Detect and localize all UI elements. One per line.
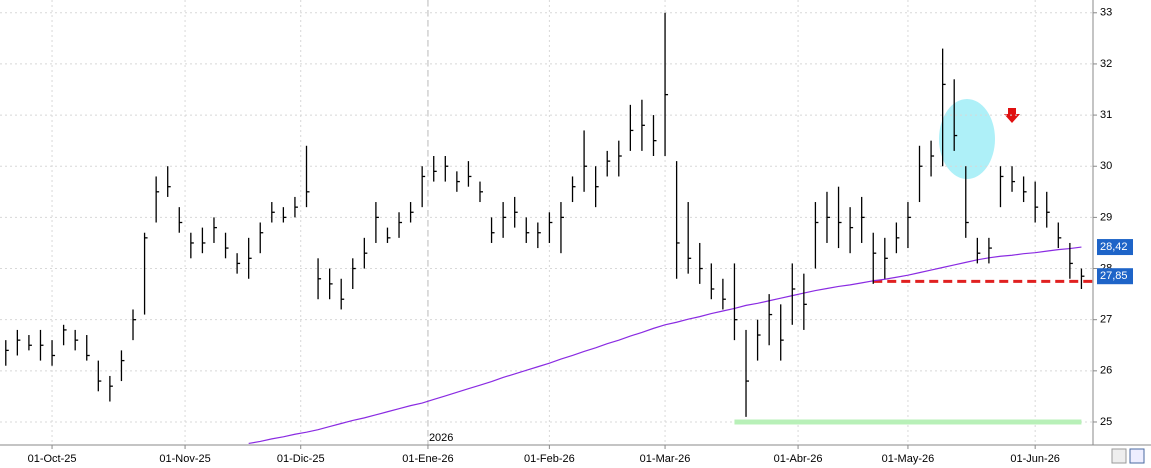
- price-label: 27,85: [1100, 270, 1128, 282]
- y-tick-label: 26: [1100, 365, 1112, 377]
- y-tick-label: 25: [1100, 416, 1112, 428]
- x-tick-label: 01-Feb-26: [524, 453, 575, 465]
- y-tick-label: 27: [1100, 314, 1112, 326]
- moving-average: [248, 246, 1082, 445]
- y-tick-label: 30: [1100, 160, 1112, 172]
- highlight-ellipse: [939, 99, 995, 179]
- x-tick-label: 01-Ene-26: [402, 453, 453, 465]
- y-tick-label: 33: [1100, 7, 1112, 19]
- price-label-box: [1097, 239, 1133, 256]
- x-tick-label: 01-Abr-26: [774, 453, 823, 465]
- y-tick-label: 29: [1100, 211, 1112, 223]
- y-tick-label: 32: [1100, 58, 1112, 70]
- price-label-box: [1097, 268, 1133, 285]
- x-tick-label: 01-Mar-26: [640, 453, 691, 465]
- x-tick-label: 01-Dic-25: [277, 453, 325, 465]
- x-tick-label: 01-Oct-25: [28, 453, 77, 465]
- x-tick-label: 01-Nov-25: [159, 453, 210, 465]
- toggle-button[interactable]: [1111, 448, 1127, 464]
- save-button[interactable]: [1129, 448, 1145, 464]
- y-tick-label: 31: [1100, 109, 1112, 121]
- x-tick-label: 01-May-26: [882, 453, 935, 465]
- year-label: 2026: [429, 432, 453, 444]
- price-label: 28,42: [1100, 241, 1128, 253]
- x-tick-label: 01-Jun-26: [1010, 453, 1060, 465]
